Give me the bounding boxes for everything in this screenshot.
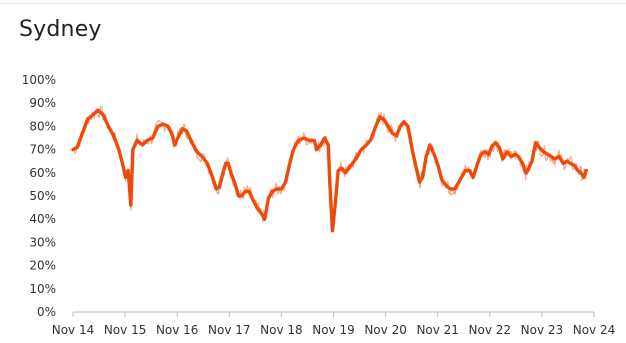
y-tick-label: 20% <box>29 259 56 273</box>
chart-title: Sydney <box>19 17 102 42</box>
x-tick-label: Nov 17 <box>208 323 251 337</box>
x-tick-label: Nov 19 <box>312 323 355 337</box>
y-tick-label: 10% <box>29 282 56 296</box>
y-tick-label: 80% <box>29 119 56 133</box>
x-tick-label: Nov 14 <box>52 323 95 337</box>
x-tick-label: Nov 20 <box>364 323 407 337</box>
x-tick-label: Nov 22 <box>469 323 512 337</box>
x-tick-label: Nov 24 <box>573 323 616 337</box>
y-tick-label: 50% <box>29 189 56 203</box>
top-divider <box>0 3 626 4</box>
y-axis: 0% 10% 20% 30% 40% 50% 60% 70% 80% 90% 100% <box>22 73 56 319</box>
y-tick-label: 30% <box>29 235 56 249</box>
y-tick-label: 100% <box>22 73 56 87</box>
x-tick-label: Nov 21 <box>416 323 459 337</box>
x-tick-label: Nov 23 <box>521 323 564 337</box>
x-tick-label: Nov 18 <box>260 323 303 337</box>
y-tick-label: 40% <box>29 212 56 226</box>
y-tick-label: 0% <box>37 305 56 319</box>
x-axis: Nov 14 Nov 15 Nov 16 Nov 17 Nov 18 Nov 19 Nov … <box>52 312 616 337</box>
y-tick-label: 70% <box>29 143 56 157</box>
series-line <box>71 108 588 233</box>
y-tick-label: 60% <box>29 166 56 180</box>
x-tick-label: Nov 16 <box>156 323 199 337</box>
y-tick-label: 90% <box>29 96 56 110</box>
x-tick-label: Nov 15 <box>104 323 147 337</box>
